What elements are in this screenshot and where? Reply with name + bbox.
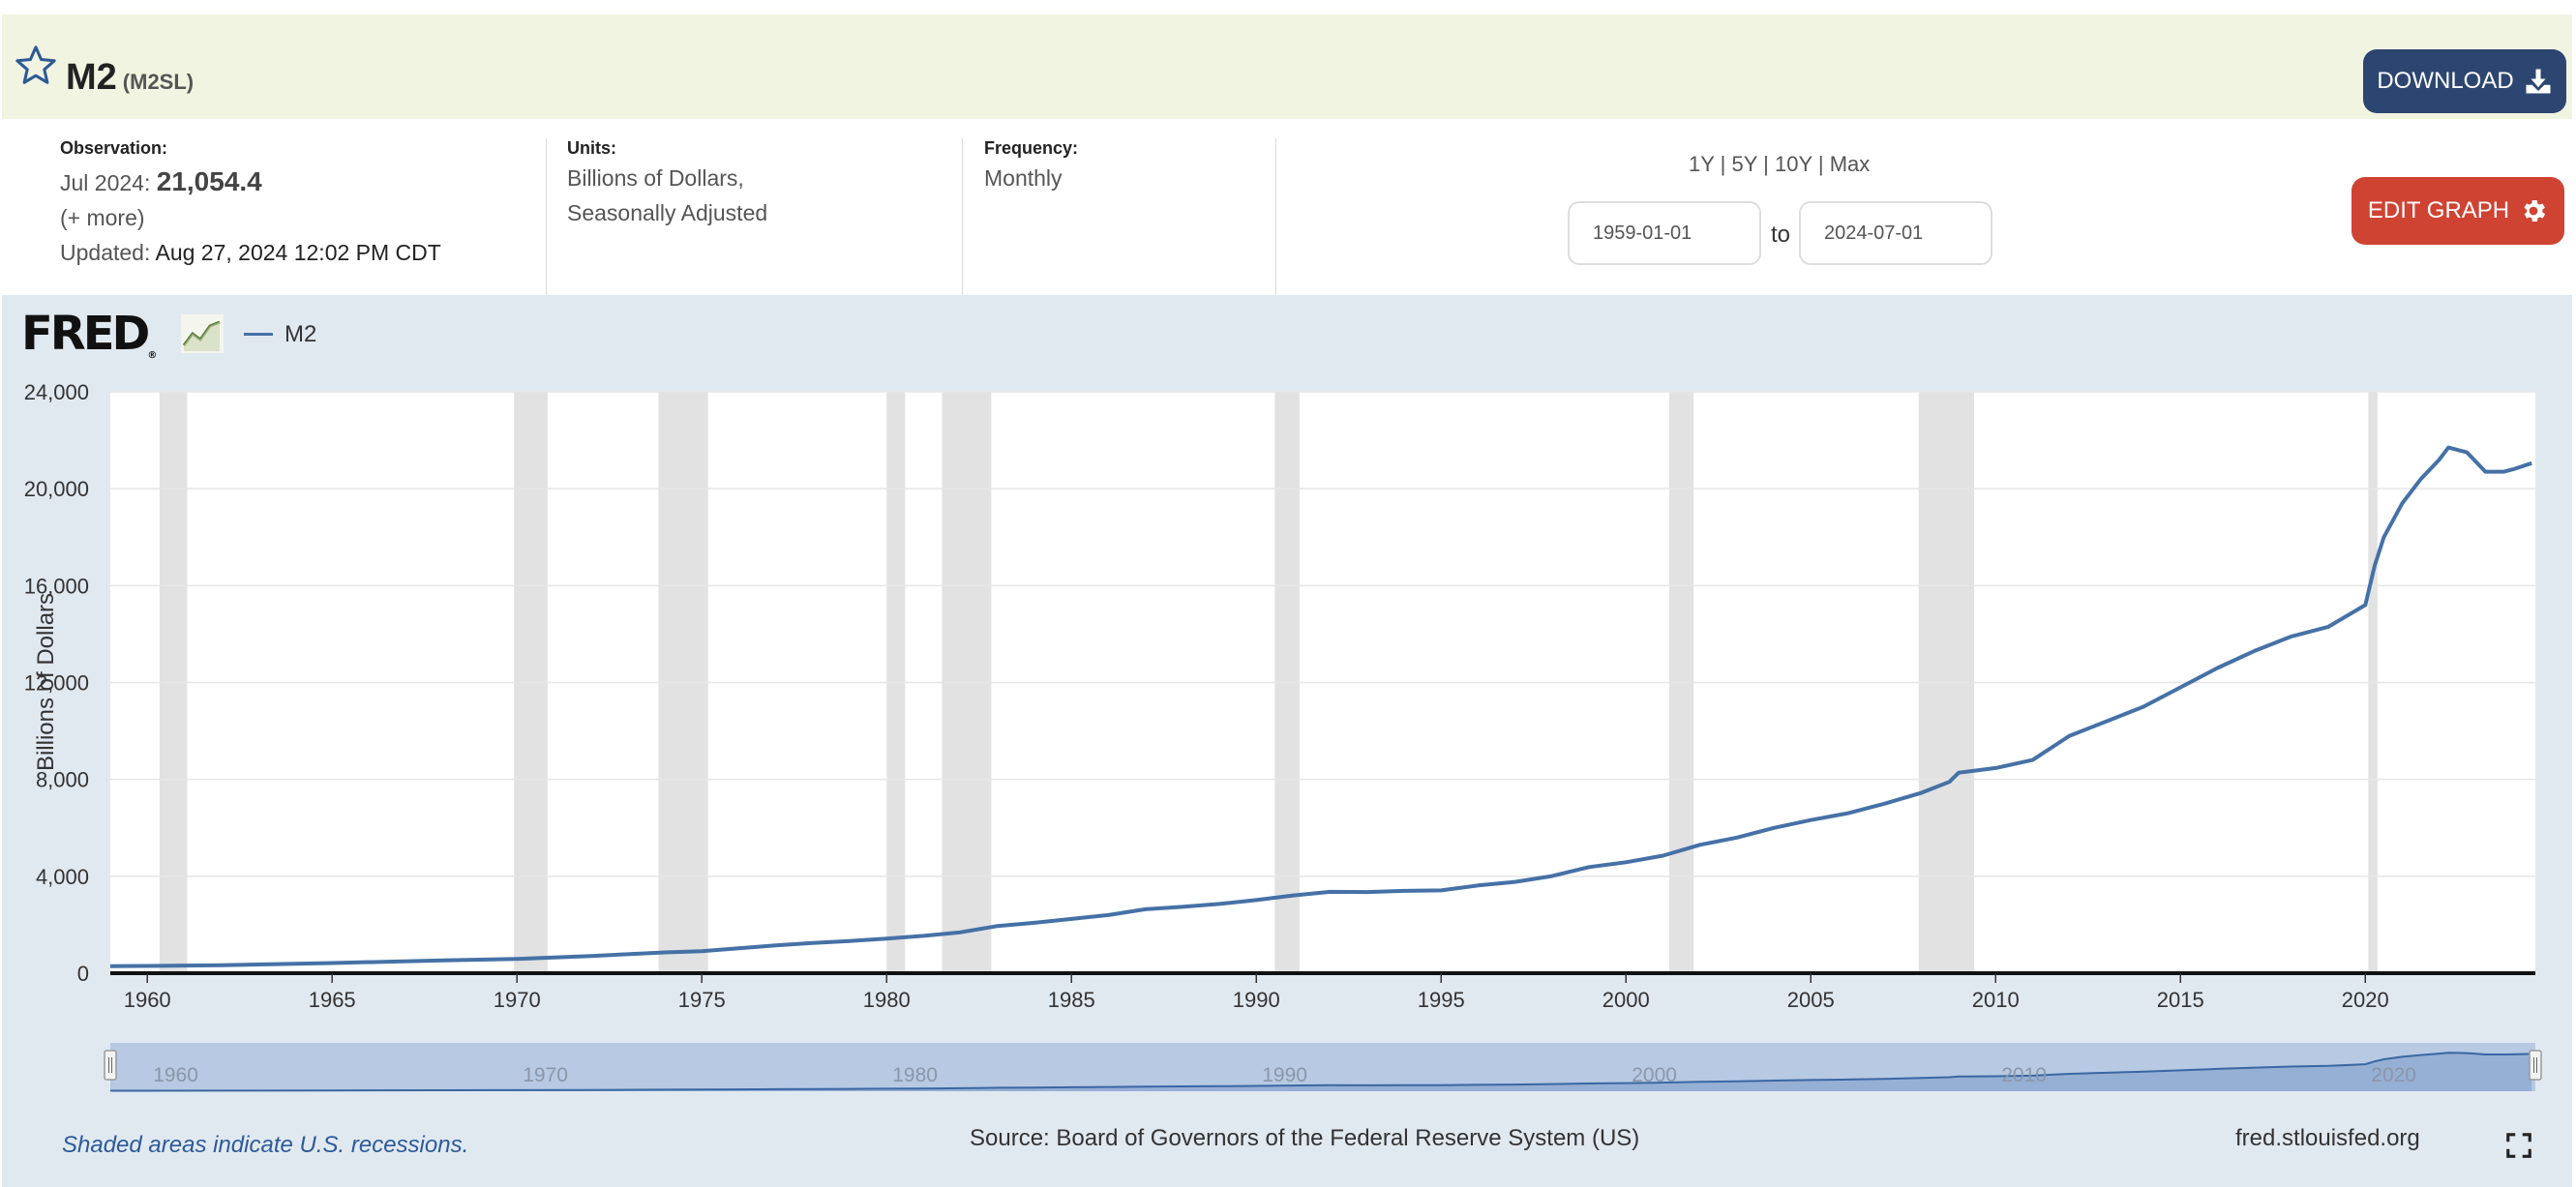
end-date-input[interactable]: 2024-07-01 [1799,201,1992,265]
y-tick-label: 8,000 [36,768,89,792]
observation-value: 21,054.4 [156,166,262,196]
edit-graph-label: EDIT GRAPH [2367,197,2510,223]
download-icon [2526,69,2551,94]
units-label: Units: [567,138,616,158]
series-id: (M2SL) [122,70,195,94]
navigator-tick-label: 1980 [892,1064,938,1086]
x-tick-label: 2015 [2157,988,2204,1012]
chart-icon [181,314,224,353]
navigator-tick-label: 2010 [2001,1064,2047,1086]
frequency-column: Frequency: Monthly [984,138,1078,195]
observation-column: Observation: Jul 2024: 21,054.4 (+ more)… [60,138,441,270]
to-label: to [1771,222,1791,248]
range-max-link[interactable]: Max [1829,152,1871,176]
start-date-input[interactable]: 1959-01-01 [1568,201,1761,265]
x-tick-label: 2005 [1787,988,1835,1012]
units-line1: Billions of Dollars, [567,165,744,191]
legend-label: M2 [285,321,317,347]
more-link[interactable]: (+ more) [60,205,145,230]
series-title: M2 (M2SL) [66,57,194,99]
navigator-tick-label: 2020 [2371,1064,2416,1086]
navigator-handle [104,1050,117,1081]
divider [546,138,547,295]
x-tick-label: 1990 [1233,988,1280,1012]
range-separator: | [1763,152,1769,176]
navigator-handle [2529,1050,2542,1081]
y-tick-label: 0 [77,962,89,986]
download-button[interactable]: DOWNLOAD [2363,49,2566,113]
observation-label: Observation: [60,138,168,158]
observation-date: Jul 2024: [60,170,151,195]
x-tick-label: 2000 [1603,988,1650,1012]
fullscreen-icon[interactable] [2504,1131,2533,1160]
chart-svg: 0 4,000 8,000 12,000 16,000 20,000 24,000 Billi… [24,380,2542,1092]
series-info-bar: Observation: Jul 2024: 21,054.4 (+ more)… [0,119,2576,295]
y-tick-label: 12,000 [24,671,89,696]
edit-graph-button[interactable]: EDIT GRAPH [2351,177,2564,245]
y-axis-label: Billions of Dollars [33,593,59,771]
y-tick-label: 20,000 [24,477,89,501]
fred-url[interactable]: fred.stlouisfed.org [2235,1125,2420,1151]
navigator-line [110,1052,2532,1092]
recession-note: Shaded areas indicate U.S. recessions. [62,1132,469,1158]
chart-area: 0 4,000 8,000 12,000 16,000 20,000 24,000 Billi… [2,295,2572,1187]
x-tick-label: 1975 [678,988,726,1012]
range-separator: | [1720,152,1726,176]
y-tick-label: 4,000 [36,865,89,889]
navigator-tick-label: 1960 [153,1064,198,1086]
star-icon[interactable] [14,44,58,88]
range-links: 1Y | 5Y | 10Y | Max [1689,152,1870,177]
download-label: DOWNLOAD [2377,68,2514,94]
observation-line: Jul 2024: 21,054.4 [60,164,441,200]
source-text: Source: Board of Governors of the Federa… [970,1125,1640,1151]
series-header: M2 (M2SL) DOWNLOAD [2,15,2572,119]
x-tick-label: 1960 [124,988,171,1012]
x-tick-label: 1980 [863,988,911,1012]
navigator-tick-label: 1970 [523,1064,568,1086]
fred-logo: FRED® [21,307,158,361]
navigator-area [110,1053,2532,1091]
x-tick-label: 1965 [309,988,356,1012]
units-line2: Seasonally Adjusted [567,200,768,225]
divider [962,138,963,295]
units-column: Units: Billions of Dollars, Seasonally A… [567,138,767,230]
x-tick-label: 1995 [1418,988,1465,1012]
range-10y-link[interactable]: 10Y [1774,152,1812,176]
x-tick-label: 1985 [1048,988,1095,1012]
divider [1275,138,1276,295]
legend-swatch [244,333,273,336]
x-tick-label: 1970 [494,988,541,1012]
frequency-label: Frequency: [984,138,1079,158]
frequency-value: Monthly [984,165,1063,191]
navigator-tick-label: 2000 [1632,1064,1677,1086]
range-1y-link[interactable]: 1Y [1689,152,1715,176]
updated-line: Updated: Aug 27, 2024 12:02 PM CDT [60,235,441,270]
y-tick-label: 16,000 [24,574,89,598]
updated-value: Aug 27, 2024 12:02 PM CDT [155,240,441,265]
series-name: M2 [66,57,117,98]
x-tick-label: 2020 [2342,988,2389,1012]
navigator-tick-label: 1990 [1262,1064,1307,1086]
range-separator: | [1817,152,1824,176]
series-line-m2 [109,445,2532,968]
gear-icon [2524,200,2546,222]
updated-label: Updated: [60,240,151,265]
y-tick-label: 24,000 [24,380,89,404]
range-5y-link[interactable]: 5Y [1731,152,1757,176]
x-tick-label: 2010 [1972,988,2020,1012]
